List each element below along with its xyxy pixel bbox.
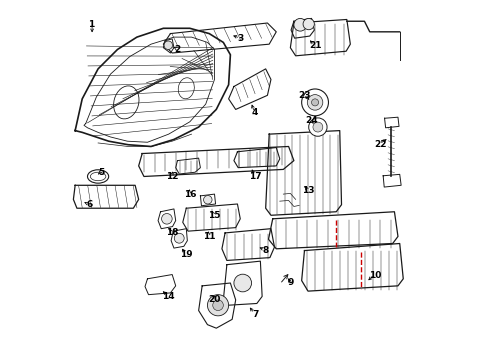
Text: 11: 11 — [203, 232, 215, 241]
Polygon shape — [228, 69, 270, 109]
Circle shape — [303, 18, 314, 30]
Text: 4: 4 — [251, 108, 258, 117]
Polygon shape — [384, 117, 398, 128]
Polygon shape — [268, 212, 397, 249]
Polygon shape — [171, 229, 187, 248]
Text: 20: 20 — [208, 296, 220, 305]
Circle shape — [311, 99, 318, 106]
Text: 18: 18 — [165, 228, 178, 238]
Text: 23: 23 — [298, 91, 310, 100]
Polygon shape — [223, 261, 262, 305]
Circle shape — [233, 274, 251, 292]
Circle shape — [293, 18, 306, 31]
Polygon shape — [290, 18, 314, 38]
Circle shape — [161, 213, 172, 224]
Polygon shape — [222, 229, 274, 260]
Circle shape — [301, 89, 328, 116]
Polygon shape — [183, 204, 240, 231]
Text: 21: 21 — [308, 41, 321, 50]
Text: 1: 1 — [88, 20, 94, 29]
Text: 3: 3 — [237, 34, 244, 43]
Polygon shape — [145, 275, 175, 294]
Text: 12: 12 — [165, 172, 178, 181]
Polygon shape — [383, 174, 400, 187]
Polygon shape — [290, 19, 349, 56]
Text: 17: 17 — [248, 172, 261, 181]
Polygon shape — [75, 28, 230, 147]
Circle shape — [212, 300, 223, 311]
Circle shape — [203, 195, 212, 204]
Polygon shape — [139, 147, 293, 176]
Text: 19: 19 — [180, 249, 192, 258]
Circle shape — [174, 233, 184, 243]
Circle shape — [312, 122, 322, 132]
Polygon shape — [233, 148, 279, 168]
Text: 10: 10 — [368, 271, 381, 280]
Text: 8: 8 — [262, 246, 268, 255]
Polygon shape — [200, 194, 215, 206]
Circle shape — [308, 118, 326, 136]
Circle shape — [306, 95, 322, 110]
Circle shape — [164, 41, 172, 49]
Polygon shape — [198, 283, 235, 328]
Circle shape — [207, 294, 228, 316]
Text: 9: 9 — [286, 278, 293, 287]
Text: 6: 6 — [86, 200, 92, 209]
Text: 22: 22 — [373, 140, 386, 149]
Polygon shape — [175, 158, 200, 174]
Text: 15: 15 — [208, 211, 220, 220]
Text: 16: 16 — [183, 190, 196, 199]
Polygon shape — [158, 209, 175, 229]
Polygon shape — [265, 131, 341, 215]
Polygon shape — [301, 243, 403, 291]
Text: 7: 7 — [251, 310, 258, 319]
Text: 24: 24 — [305, 116, 317, 125]
Text: 5: 5 — [98, 168, 104, 177]
Text: 14: 14 — [162, 292, 175, 301]
Polygon shape — [163, 23, 276, 53]
Polygon shape — [73, 185, 139, 208]
Text: 13: 13 — [301, 186, 314, 195]
Text: 2: 2 — [174, 45, 180, 54]
Polygon shape — [163, 39, 174, 53]
